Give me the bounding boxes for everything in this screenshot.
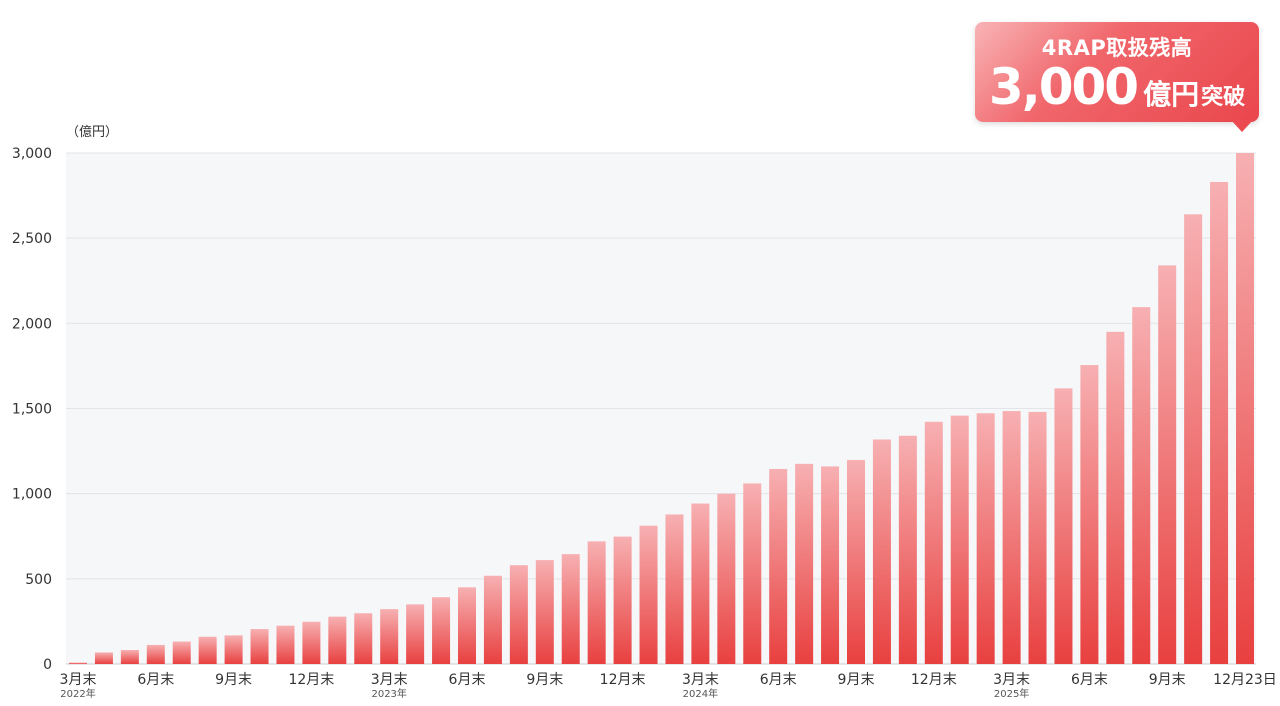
y-tick-label: 0	[43, 657, 52, 673]
bar	[795, 463, 814, 664]
bar	[1054, 388, 1073, 664]
bar	[1132, 307, 1151, 664]
bar	[872, 439, 891, 664]
bar	[354, 613, 373, 664]
bar	[976, 413, 995, 664]
bar	[1158, 265, 1177, 664]
x-tick-label: 3月末	[682, 672, 719, 688]
x-tick-label: 3月末	[371, 672, 408, 688]
bar	[613, 536, 632, 664]
bar	[69, 662, 87, 664]
bar	[665, 514, 684, 664]
bar	[561, 554, 580, 664]
milestone-callout: 4RAP取扱残高 3,000 億円突破	[975, 22, 1259, 122]
bar	[276, 625, 295, 664]
x-tick-label: 6月末	[1071, 672, 1108, 688]
bar	[535, 560, 554, 664]
bar	[1106, 331, 1125, 664]
bar	[1210, 181, 1229, 664]
y-tick-label: 1,000	[12, 487, 52, 503]
bar	[509, 565, 528, 664]
callout-amount: 3,000 億円突破	[975, 58, 1259, 116]
bar	[1002, 411, 1021, 664]
bar	[1080, 365, 1099, 664]
bar	[198, 636, 217, 664]
bar	[743, 483, 762, 664]
y-tick-label: 500	[25, 572, 52, 588]
bar	[432, 597, 451, 664]
x-tick-label: 9月末	[215, 672, 252, 688]
bar	[146, 644, 165, 664]
bar	[94, 652, 113, 664]
bar	[587, 541, 606, 664]
x-tick-label: 12月末	[288, 672, 334, 688]
bar	[328, 616, 347, 664]
bar	[250, 629, 269, 664]
bar	[950, 415, 969, 664]
x-year-label: 2024年	[683, 687, 718, 700]
y-tick-label: 3,000	[12, 146, 52, 162]
x-tick-label: 6月末	[760, 672, 797, 688]
x-tick-label: 6月末	[137, 672, 174, 688]
x-tick-label: 9月末	[1149, 672, 1186, 688]
bar	[639, 525, 658, 664]
x-tick-label: 12月末	[911, 672, 957, 688]
x-year-label: 2025年	[994, 687, 1029, 700]
callout-big-number: 3,000	[988, 58, 1139, 116]
bar	[821, 466, 840, 664]
bar	[1028, 411, 1047, 664]
callout-suffix: 突破	[1201, 85, 1246, 110]
x-tick-label: 12月末	[600, 672, 646, 688]
y-tick-label: 2,000	[12, 316, 52, 332]
x-tick-label: 3月末	[993, 672, 1030, 688]
y-tick-label: 1,500	[12, 402, 52, 418]
x-tick-label: 9月末	[526, 672, 563, 688]
bar	[691, 503, 710, 664]
bar	[224, 635, 243, 664]
x-tick-label: 6月末	[449, 672, 486, 688]
bar	[172, 641, 191, 664]
x-tick-label: 9月末	[838, 672, 875, 688]
x-tick-label: 3月末	[60, 672, 97, 688]
y-axis-unit-label: （億円）	[66, 124, 118, 140]
bar	[1236, 153, 1254, 664]
y-tick-label: 2,500	[12, 231, 52, 247]
bar	[120, 650, 139, 664]
bar	[924, 421, 943, 664]
bar	[847, 459, 865, 664]
bar	[406, 604, 425, 664]
x-tick-label: 12月23日	[1213, 672, 1277, 688]
bar	[483, 575, 502, 664]
bar	[1184, 214, 1203, 664]
bar	[302, 621, 321, 664]
x-year-label: 2022年	[60, 687, 95, 700]
bar	[898, 435, 917, 664]
bar	[458, 587, 476, 664]
x-year-label: 2023年	[371, 687, 406, 700]
bar	[769, 468, 788, 664]
bar	[380, 609, 399, 664]
callout-unit: 億円	[1143, 78, 1200, 111]
callout-title: 4RAP取扱残高	[1041, 36, 1193, 60]
bar	[717, 493, 736, 664]
callout-pointer	[1231, 120, 1253, 132]
